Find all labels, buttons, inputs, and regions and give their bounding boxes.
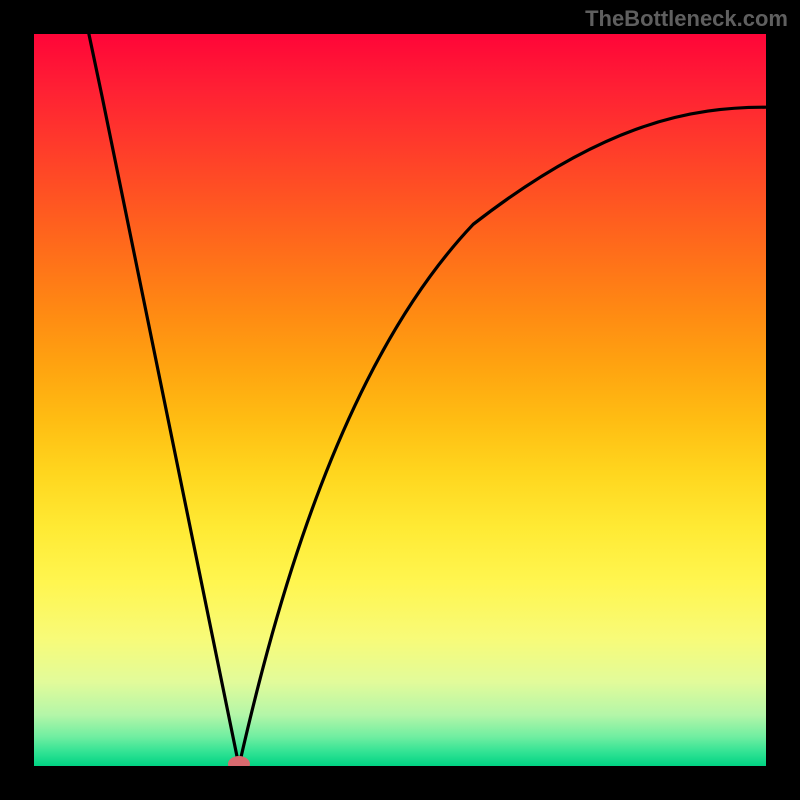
bottleneck-chart bbox=[0, 0, 800, 800]
chart-stage: TheBottleneck.com bbox=[0, 0, 800, 800]
chart-background bbox=[34, 34, 766, 766]
